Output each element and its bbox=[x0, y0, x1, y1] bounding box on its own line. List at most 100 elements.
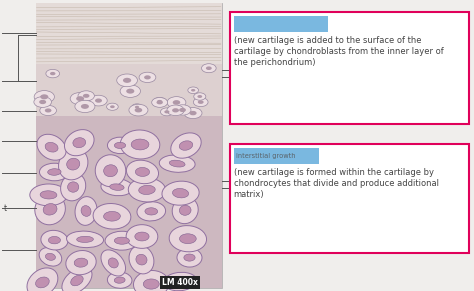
Circle shape bbox=[123, 78, 131, 83]
Ellipse shape bbox=[105, 231, 139, 250]
Ellipse shape bbox=[135, 232, 149, 241]
Circle shape bbox=[95, 98, 102, 103]
Ellipse shape bbox=[36, 277, 49, 288]
Circle shape bbox=[50, 72, 55, 75]
Ellipse shape bbox=[74, 258, 88, 267]
Ellipse shape bbox=[43, 203, 57, 215]
Circle shape bbox=[153, 97, 166, 106]
Ellipse shape bbox=[179, 141, 193, 150]
Circle shape bbox=[164, 110, 170, 113]
Circle shape bbox=[152, 97, 168, 107]
Circle shape bbox=[75, 100, 95, 113]
Ellipse shape bbox=[75, 197, 97, 225]
Text: interstitial growth: interstitial growth bbox=[236, 153, 296, 159]
Circle shape bbox=[126, 89, 134, 94]
Ellipse shape bbox=[93, 203, 131, 229]
Ellipse shape bbox=[120, 130, 160, 159]
Ellipse shape bbox=[114, 142, 126, 148]
Circle shape bbox=[190, 111, 197, 115]
Ellipse shape bbox=[172, 197, 198, 224]
Ellipse shape bbox=[162, 181, 199, 205]
Ellipse shape bbox=[73, 138, 86, 148]
Circle shape bbox=[39, 100, 46, 104]
Ellipse shape bbox=[101, 178, 133, 196]
Ellipse shape bbox=[180, 234, 196, 244]
FancyBboxPatch shape bbox=[36, 3, 222, 64]
Ellipse shape bbox=[173, 278, 187, 285]
Ellipse shape bbox=[64, 129, 94, 156]
Circle shape bbox=[90, 95, 107, 106]
Ellipse shape bbox=[179, 205, 191, 215]
Text: (new cartilage is formed within the cartilage by
chondrocytes that divide and pr: (new cartilage is formed within the cart… bbox=[234, 168, 438, 199]
Ellipse shape bbox=[62, 267, 92, 291]
Ellipse shape bbox=[109, 184, 124, 190]
Circle shape bbox=[139, 72, 156, 83]
Circle shape bbox=[193, 97, 208, 107]
Ellipse shape bbox=[61, 173, 86, 201]
Ellipse shape bbox=[131, 139, 149, 150]
Ellipse shape bbox=[108, 137, 133, 154]
Circle shape bbox=[156, 100, 163, 104]
Circle shape bbox=[107, 103, 118, 110]
Circle shape bbox=[167, 105, 184, 116]
Text: (new cartilage is added to the surface of the
cartilage by chondroblasts from th: (new cartilage is added to the surface o… bbox=[234, 36, 444, 67]
Circle shape bbox=[167, 97, 186, 108]
Ellipse shape bbox=[71, 275, 83, 286]
Circle shape bbox=[129, 104, 148, 116]
Ellipse shape bbox=[177, 248, 202, 267]
Circle shape bbox=[110, 105, 115, 108]
Ellipse shape bbox=[35, 194, 65, 225]
Circle shape bbox=[45, 109, 52, 113]
Ellipse shape bbox=[95, 155, 126, 187]
Ellipse shape bbox=[169, 226, 207, 252]
Circle shape bbox=[201, 64, 216, 73]
Circle shape bbox=[76, 96, 84, 101]
Ellipse shape bbox=[45, 142, 58, 152]
Circle shape bbox=[173, 100, 180, 105]
Circle shape bbox=[144, 75, 151, 79]
Ellipse shape bbox=[127, 160, 158, 184]
Circle shape bbox=[161, 108, 173, 116]
Ellipse shape bbox=[134, 271, 169, 291]
Ellipse shape bbox=[139, 185, 155, 194]
Ellipse shape bbox=[108, 258, 118, 268]
Text: t: t bbox=[4, 204, 7, 212]
Ellipse shape bbox=[46, 253, 55, 260]
Ellipse shape bbox=[66, 251, 96, 275]
Circle shape bbox=[174, 105, 191, 115]
Ellipse shape bbox=[41, 230, 68, 250]
Ellipse shape bbox=[27, 268, 58, 291]
Ellipse shape bbox=[66, 231, 103, 248]
Ellipse shape bbox=[48, 169, 61, 175]
Circle shape bbox=[135, 108, 142, 112]
Ellipse shape bbox=[169, 160, 185, 167]
Circle shape bbox=[197, 95, 202, 98]
Text: LM 400x: LM 400x bbox=[162, 278, 198, 287]
Ellipse shape bbox=[40, 191, 57, 199]
Ellipse shape bbox=[128, 178, 166, 202]
FancyBboxPatch shape bbox=[230, 144, 469, 253]
Ellipse shape bbox=[114, 237, 129, 244]
Ellipse shape bbox=[126, 225, 158, 248]
Ellipse shape bbox=[48, 237, 61, 244]
Ellipse shape bbox=[136, 254, 147, 265]
FancyBboxPatch shape bbox=[36, 64, 222, 116]
Ellipse shape bbox=[145, 208, 158, 215]
Circle shape bbox=[198, 100, 204, 104]
Ellipse shape bbox=[114, 277, 125, 283]
Ellipse shape bbox=[171, 133, 201, 158]
Circle shape bbox=[194, 93, 206, 100]
FancyBboxPatch shape bbox=[234, 148, 319, 164]
Ellipse shape bbox=[101, 250, 126, 276]
FancyBboxPatch shape bbox=[36, 116, 222, 288]
Ellipse shape bbox=[81, 206, 91, 217]
Ellipse shape bbox=[67, 158, 80, 170]
Circle shape bbox=[132, 104, 142, 110]
Ellipse shape bbox=[37, 134, 66, 160]
FancyBboxPatch shape bbox=[234, 16, 328, 32]
Circle shape bbox=[34, 97, 52, 107]
Ellipse shape bbox=[129, 245, 154, 274]
Circle shape bbox=[191, 89, 195, 92]
Ellipse shape bbox=[143, 279, 159, 289]
Ellipse shape bbox=[184, 254, 195, 261]
